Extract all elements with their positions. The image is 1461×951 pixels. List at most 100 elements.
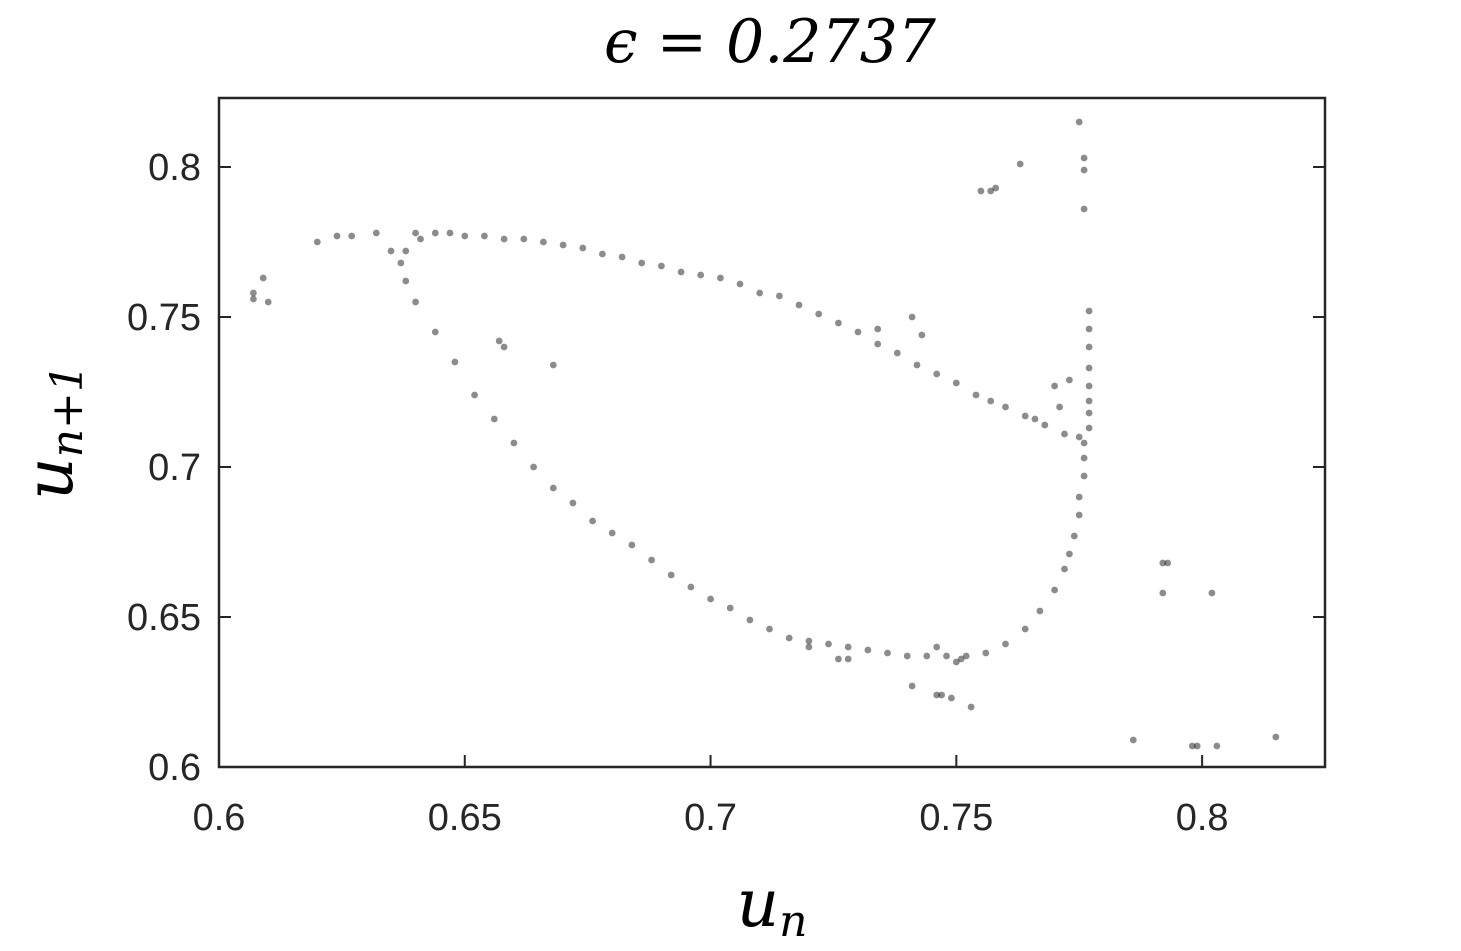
data-point bbox=[1075, 118, 1083, 126]
data-point bbox=[1021, 412, 1029, 420]
data-point bbox=[948, 694, 955, 702]
data-point bbox=[333, 232, 341, 240]
data-point bbox=[1016, 160, 1024, 168]
data-point bbox=[1159, 559, 1167, 567]
data-point bbox=[825, 640, 832, 648]
data-point bbox=[805, 643, 813, 651]
data-point bbox=[1051, 382, 1058, 390]
x-tick-label: 0.65 bbox=[428, 797, 502, 839]
x-tick-label: 0.75 bbox=[919, 797, 993, 839]
data-point bbox=[1272, 733, 1280, 741]
data-point bbox=[559, 241, 567, 249]
data-point bbox=[1159, 589, 1167, 597]
chart-title: ϵ = 0.2737 bbox=[604, 7, 937, 77]
data-point bbox=[766, 625, 773, 633]
data-point bbox=[717, 274, 724, 282]
data-point bbox=[726, 604, 734, 612]
y-axis-label: un+1 bbox=[11, 364, 93, 500]
x-tick-label: 0.6 bbox=[193, 797, 246, 839]
data-point bbox=[579, 244, 587, 252]
data-point bbox=[1085, 343, 1093, 351]
data-point bbox=[412, 229, 419, 237]
data-point bbox=[687, 583, 695, 591]
y-tick-label: 0.75 bbox=[127, 297, 201, 339]
data-point bbox=[461, 232, 469, 240]
data-point bbox=[903, 652, 911, 660]
data-point bbox=[908, 313, 916, 321]
data-point bbox=[1085, 409, 1093, 417]
data-point bbox=[402, 277, 410, 285]
y-tick-label: 0.65 bbox=[127, 597, 201, 639]
plot-area bbox=[219, 98, 1325, 767]
data-point bbox=[1070, 532, 1078, 540]
data-point bbox=[417, 235, 424, 243]
data-point bbox=[933, 643, 941, 651]
data-point bbox=[805, 637, 813, 645]
data-point bbox=[1085, 307, 1093, 315]
data-point bbox=[259, 274, 267, 282]
data-point bbox=[1085, 397, 1093, 405]
data-point bbox=[1031, 415, 1039, 423]
data-point bbox=[667, 571, 675, 579]
data-point bbox=[962, 652, 970, 660]
data-point bbox=[874, 325, 882, 333]
data-point bbox=[250, 295, 257, 303]
data-point bbox=[1075, 493, 1083, 501]
data-point bbox=[938, 691, 945, 699]
data-point bbox=[795, 301, 803, 309]
x-tick-label: 0.7 bbox=[684, 797, 737, 839]
data-point bbox=[264, 298, 272, 306]
axis-ticks: 0.6 0.65 0.7 0.75 0.8 0.6 0.65 0.7 0.75 0.8 bbox=[127, 147, 1325, 839]
data-point bbox=[884, 649, 891, 657]
data-point bbox=[569, 499, 577, 507]
data-point bbox=[481, 232, 488, 240]
y-tick-label: 0.8 bbox=[148, 147, 201, 189]
data-point bbox=[530, 463, 537, 471]
data-point bbox=[1080, 439, 1088, 447]
data-point bbox=[446, 229, 454, 237]
data-point bbox=[638, 259, 646, 267]
data-point bbox=[992, 184, 1000, 192]
data-point bbox=[746, 616, 754, 624]
data-point bbox=[1208, 589, 1216, 597]
data-point bbox=[977, 187, 985, 195]
data-point bbox=[471, 391, 478, 399]
data-point bbox=[1085, 364, 1093, 372]
data-point bbox=[1051, 586, 1058, 594]
data-point bbox=[933, 691, 941, 699]
data-point bbox=[658, 262, 665, 270]
data-point bbox=[250, 289, 257, 297]
data-point bbox=[618, 253, 626, 261]
data-point bbox=[913, 361, 921, 369]
data-point bbox=[1080, 166, 1088, 174]
data-point bbox=[495, 337, 503, 345]
data-point bbox=[1036, 607, 1044, 615]
data-point bbox=[918, 331, 926, 339]
data-point bbox=[372, 229, 380, 237]
data-point bbox=[952, 379, 960, 387]
y-tick-label: 0.6 bbox=[148, 747, 201, 789]
data-point bbox=[402, 247, 410, 255]
data-point bbox=[864, 646, 872, 654]
data-point bbox=[387, 247, 395, 255]
data-point bbox=[1164, 559, 1172, 567]
data-point bbox=[540, 238, 547, 246]
data-point bbox=[933, 370, 941, 378]
data-point bbox=[1085, 424, 1093, 432]
data-point bbox=[1066, 376, 1073, 384]
data-point bbox=[1129, 736, 1137, 744]
data-point bbox=[628, 541, 636, 549]
data-point bbox=[431, 328, 439, 336]
data-point bbox=[967, 703, 975, 711]
data-point bbox=[1061, 430, 1068, 438]
data-point bbox=[785, 634, 793, 642]
data-point bbox=[835, 319, 842, 327]
data-point bbox=[677, 268, 685, 276]
data-point bbox=[1080, 205, 1088, 213]
data-point bbox=[815, 310, 823, 318]
data-point bbox=[1188, 742, 1196, 750]
data-point bbox=[1041, 421, 1049, 429]
data-point bbox=[549, 484, 557, 492]
data-point bbox=[412, 298, 419, 306]
